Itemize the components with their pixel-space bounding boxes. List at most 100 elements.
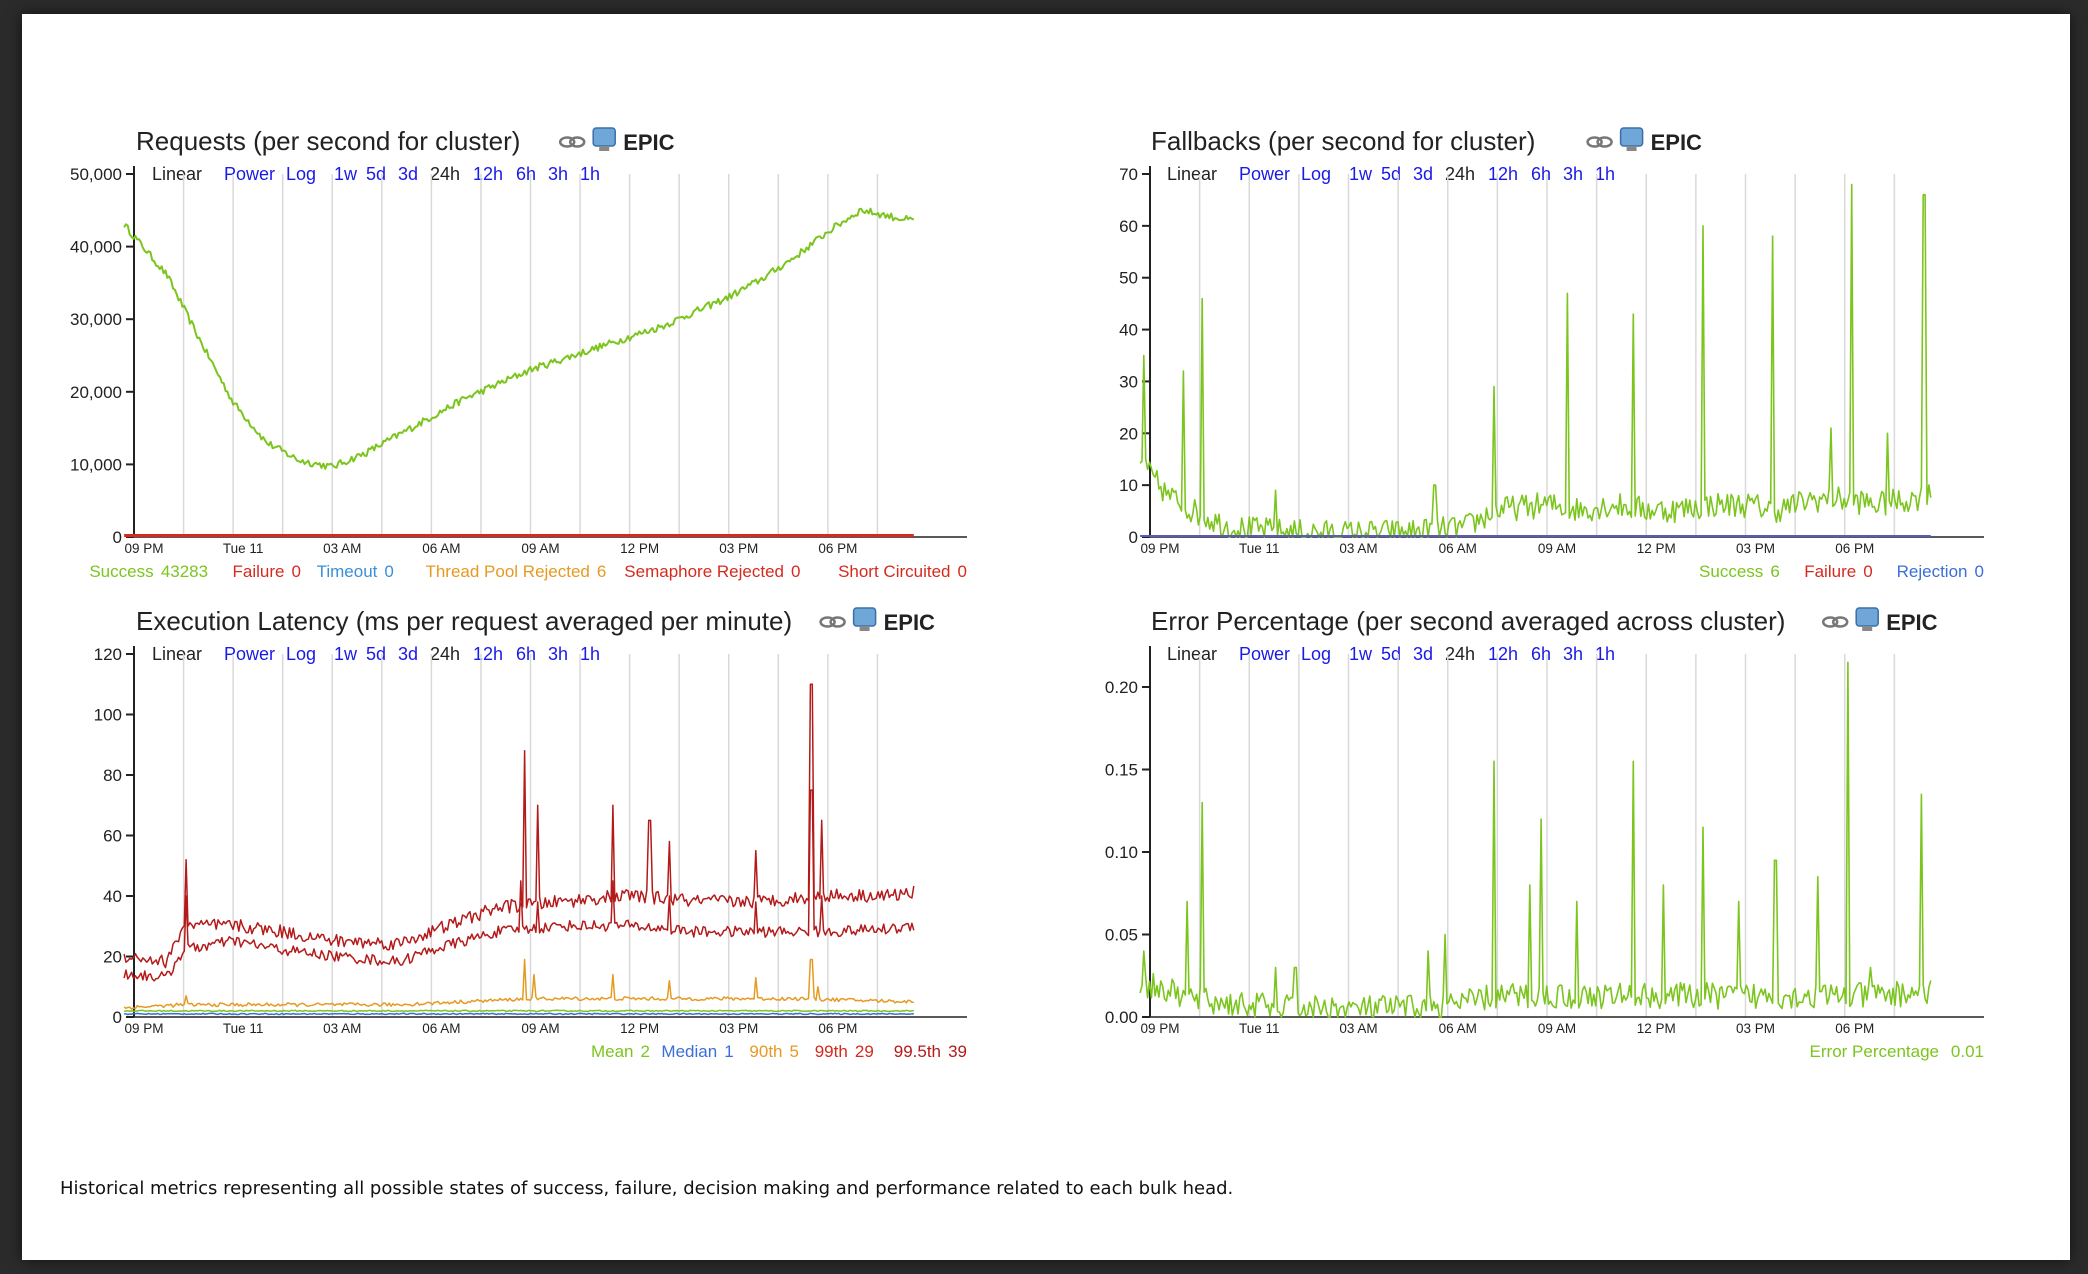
x-tick-label: 09 PM [1140,1021,1179,1036]
range-option-1w[interactable]: 1w [334,644,358,664]
link-icon[interactable] [558,136,586,148]
x-tick-label: 09 AM [521,1021,559,1036]
epic-badge[interactable]: EPIC [623,130,674,155]
legend-label: Rejection [1897,562,1968,581]
range-option-24h[interactable]: 24h [1445,164,1475,184]
range-option-3h[interactable]: 3h [1563,644,1583,664]
monitor-icon[interactable] [1619,127,1644,151]
y-tick-label: 10,000 [70,455,122,474]
legend-label: Error Percentage [1810,1042,1939,1061]
scale-option-linear[interactable]: Linear [152,164,202,184]
range-option-1w[interactable]: 1w [1349,644,1373,664]
epic-badge[interactable]: EPIC [1651,130,1702,155]
caption: Historical metrics representing all poss… [60,1178,1234,1199]
x-tick-label: 12 PM [620,1021,659,1036]
scale-option-power[interactable]: Power [1239,644,1290,664]
legend-value: 0 [292,562,301,581]
chart-legend: 0.01 Error Percentage [1810,1042,1984,1061]
chart-panel-1: Requests (per second for cluster) EPIC Lin… [70,126,967,581]
scale-option-linear[interactable]: Linear [1167,644,1217,664]
scale-option-power[interactable]: Power [1239,164,1290,184]
x-tick-label: 06 AM [422,541,460,556]
link-icon-right-ring [1596,136,1613,148]
range-option-6h[interactable]: 6h [1531,644,1551,664]
series-line-90th [123,958,914,1010]
range-option-24h[interactable]: 24h [430,644,460,664]
range-option-3h[interactable]: 3h [548,644,568,664]
range-option-1h[interactable]: 1h [580,644,600,664]
range-option-3d[interactable]: 3d [1413,644,1433,664]
gridlines [1149,654,1896,1017]
range-option-3h[interactable]: 3h [548,164,568,184]
range-option-6h[interactable]: 6h [516,644,536,664]
scale-option-log[interactable]: Log [286,644,316,664]
y-tick-label: 100 [94,706,122,725]
link-icon[interactable] [1821,616,1849,628]
x-tick-label: 12 PM [620,541,659,556]
range-option-1h[interactable]: 1h [1595,644,1615,664]
x-tick-label: 09 PM [124,1021,163,1036]
range-option-1w[interactable]: 1w [334,164,358,184]
link-icon[interactable] [1586,136,1613,148]
link-icon-right-ring [1831,616,1849,628]
range-option-1w[interactable]: 1w [1349,164,1373,184]
legend-label: Short Circuited [838,562,950,581]
link-icon-right-ring [829,616,846,628]
legend-value: 0 [384,562,393,581]
range-option-3h[interactable]: 3h [1563,164,1583,184]
legend-label: 99th [815,1042,848,1061]
scale-option-log[interactable]: Log [286,164,316,184]
y-tick-label: 70 [1119,165,1138,184]
x-tick-label: 09 AM [1538,541,1576,556]
monitor-icon[interactable] [852,607,877,631]
x-tick-label: Tue 11 [1239,1021,1280,1036]
range-option-12h[interactable]: 12h [1488,164,1518,184]
link-icon-left-ring [1821,616,1839,628]
y-tick-label: 20 [103,948,122,967]
monitor-icon[interactable] [1855,607,1879,631]
scale-option-power[interactable]: Power [224,644,275,664]
chart-legend: 0 Short Circuited 0 Semaphore Rejected 6 Thre… [89,562,967,581]
monitor-icon[interactable] [592,127,616,151]
x-tick-label: 06 AM [1439,1021,1477,1036]
legend-value: 0.01 [1951,1042,1984,1061]
link-icon[interactable] [819,616,846,628]
range-option-5d[interactable]: 5d [366,164,386,184]
series-line-median [124,1012,914,1016]
monitor-icon-stand [859,626,870,631]
series-line-success [123,207,915,470]
x-tick-label: 06 PM [818,541,857,556]
epic-badge[interactable]: EPIC [884,610,935,635]
range-option-1h[interactable]: 1h [580,164,600,184]
gridlines [133,174,879,537]
chart-title: Error Percentage (per second averaged ac… [1151,606,1785,636]
scale-option-log[interactable]: Log [1301,644,1331,664]
legend-value: 0 [791,562,800,581]
range-option-3d[interactable]: 3d [1413,164,1433,184]
monitor-icon-screen [852,607,877,627]
range-option-12h[interactable]: 12h [473,164,503,184]
chart-panel-2: Fallbacks (per second for cluster) EPIC Li… [1119,126,1984,581]
range-option-5d[interactable]: 5d [1381,644,1401,664]
range-option-6h[interactable]: 6h [1531,164,1551,184]
scale-option-log[interactable]: Log [1301,164,1331,184]
scale-option-linear[interactable]: Linear [152,644,202,664]
y-tick-label: 0 [113,528,122,547]
range-option-3d[interactable]: 3d [398,644,418,664]
range-option-5d[interactable]: 5d [1381,164,1401,184]
scale-option-power[interactable]: Power [224,164,275,184]
scale-option-linear[interactable]: Linear [1167,164,1217,184]
range-option-3d[interactable]: 3d [398,164,418,184]
epic-badge[interactable]: EPIC [1886,610,1937,635]
range-option-24h[interactable]: 24h [430,164,460,184]
range-option-1h[interactable]: 1h [1595,164,1615,184]
legend-label: Semaphore Rejected [624,562,784,581]
range-option-5d[interactable]: 5d [366,644,386,664]
range-option-6h[interactable]: 6h [516,164,536,184]
chart-title: Fallbacks (per second for cluster) [1151,126,1535,156]
y-tick-label: 50,000 [70,165,122,184]
chart-legend: 0 Rejection 0 Failure 6 Success [1699,562,1984,581]
range-option-12h[interactable]: 12h [1488,644,1518,664]
range-option-12h[interactable]: 12h [473,644,503,664]
range-option-24h[interactable]: 24h [1445,644,1475,664]
